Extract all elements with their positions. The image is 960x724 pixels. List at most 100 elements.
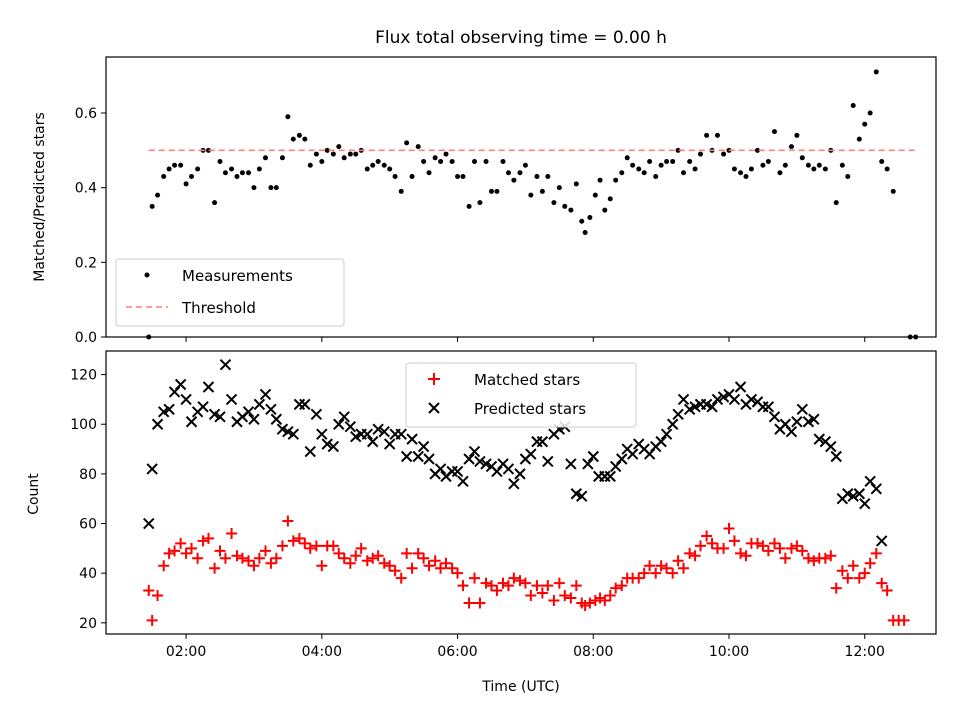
measurements-point [811,166,817,172]
predicted-stars-point [321,438,333,450]
matched-stars-point [508,572,520,584]
predicted-stars-point [582,458,594,470]
matched-stars-point [519,577,531,589]
measurements-point [545,173,551,179]
measurements-point [675,147,681,153]
matched-stars-point [774,542,786,554]
matched-stars-point [175,537,187,549]
predicted-stars-point [400,450,413,463]
measurements-point [392,173,398,179]
measurements-point [364,166,370,172]
predicted-stars-point [242,406,255,418]
matched-stars-point [497,577,509,589]
matched-stars-point [457,580,469,592]
matched-stars-point [579,599,591,611]
matched-stars-point [248,560,260,572]
matched-stars-point [367,552,379,564]
matched-stars-point [412,547,424,559]
matched-stars-point [202,532,214,544]
matched-stars-point [197,535,209,547]
predicted-stars-point [604,470,616,483]
matched-stars-point [338,552,350,564]
measurements-point [404,140,410,146]
measurements-point [273,185,279,191]
measurements-point [178,162,184,168]
matched-stars-point [616,580,628,592]
matched-stars-point [836,565,848,577]
predicted-stars-point [310,408,323,421]
matched-stars-point [158,560,170,572]
matched-stars-point [779,552,791,564]
matched-stars-point [876,577,888,589]
matched-stars-point [604,590,616,602]
measurements-point [217,159,223,165]
matched-stars-point [333,547,345,559]
predicted-stars-point [163,403,175,416]
matched-stars-point [638,567,650,579]
matched-stars-point [327,540,339,552]
matched-stars-point [701,530,713,542]
measurements-point [573,181,579,187]
matched-stars-point [310,540,322,552]
legend-measurements-label: Measurements [182,267,293,285]
matched-stars-point [655,560,667,572]
measurements-point [731,166,737,172]
measurements-point [822,166,828,172]
measurements-point [268,185,274,191]
predicted-stars-point [287,428,300,440]
predicted-stars-point [265,403,277,416]
predicted-stars-point [762,401,775,413]
measurements-point [721,151,727,157]
measurements-point [539,188,545,194]
matched-stars-point [847,560,859,572]
measurements-point [556,185,562,191]
measurements-point [466,203,472,209]
measurements-point [296,132,302,138]
y-tick-label: 0.6 [75,106,97,122]
matched-stars-point [859,567,871,579]
measurements-point [551,200,557,206]
predicted-stars-point [367,435,379,448]
predicted-stars-point [587,450,599,463]
measurements-point [816,162,822,168]
predicted-stars-point [185,416,198,428]
measurements-point [421,159,427,165]
matched-stars-point [372,550,384,562]
matched-stars-point [728,535,740,547]
measurements-point [330,151,336,157]
matched-stars-point [146,614,158,626]
predicted-stars-point [626,448,639,460]
measurements-point [658,162,664,168]
matched-stars-point [678,562,690,574]
measurements-point [794,132,800,138]
y-tick-label: 20 [79,616,97,632]
measurements-point [500,159,506,165]
predicted-stars-point [508,478,520,490]
measurements-point [205,147,211,153]
matched-stars-point [762,545,774,557]
measurements-point [307,162,313,168]
measurements-point [161,173,167,179]
predicted-stars-point [655,435,667,448]
y-tick-label: 0.2 [75,255,97,271]
matched-stars-point [864,557,876,569]
predicted-stars-point [412,450,424,463]
predicted-stars-point [853,488,866,500]
matched-stars-point [253,552,265,564]
measurements-point [579,218,585,224]
measurements-point [602,207,608,213]
matched-stars-point [418,552,430,564]
measurements-point [653,173,659,179]
predicted-stars-point [248,413,260,425]
matched-stars-point [757,540,769,552]
predicted-stars-point [666,418,679,430]
measurements-point [455,173,461,179]
measurements-point [743,173,749,179]
matched-stars-point [406,562,418,574]
measurements-point [251,185,257,191]
matched-stars-point [802,552,814,564]
matched-stars-point [695,540,707,552]
measurements-point [641,170,647,176]
bottom-axis-ticks: 20 40 60 80 100 120 02:00 04:00 06:00 08:00 10:00 1… [70,368,885,660]
matched-stars-point [565,592,577,604]
